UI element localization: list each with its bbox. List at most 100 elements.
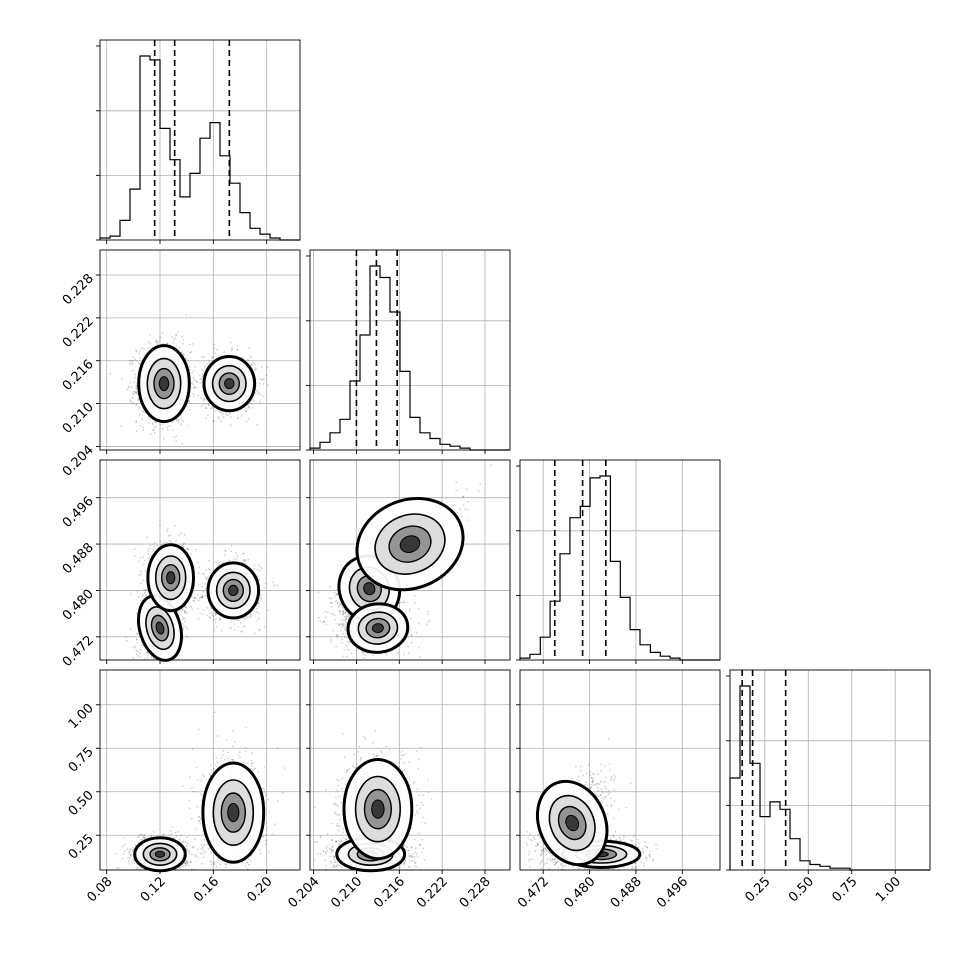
scatter-point bbox=[189, 351, 192, 354]
scatter-point bbox=[230, 550, 233, 553]
scatter-point bbox=[191, 382, 193, 384]
scatter-point bbox=[224, 554, 227, 557]
scatter-point bbox=[132, 381, 135, 384]
scatter-point bbox=[228, 559, 231, 562]
scatter-point bbox=[177, 421, 180, 423]
panel-frame-2-0 bbox=[99, 459, 301, 661]
scatter-point bbox=[249, 355, 251, 357]
scatter-point bbox=[266, 609, 269, 611]
scatter-point bbox=[181, 608, 184, 611]
scatter-point bbox=[259, 570, 261, 572]
scatter-point bbox=[147, 416, 150, 418]
scatter-point bbox=[266, 383, 269, 386]
scatter-point bbox=[187, 359, 189, 362]
scatter-point bbox=[247, 359, 250, 362]
scatter-point bbox=[186, 635, 189, 638]
scatter-point bbox=[137, 560, 140, 563]
scatter-point bbox=[185, 314, 187, 316]
scatter-point bbox=[192, 370, 195, 372]
scatter-point bbox=[175, 440, 178, 442]
scatter-point bbox=[135, 404, 138, 406]
scatter-point bbox=[205, 417, 208, 420]
scatter-point bbox=[137, 573, 140, 576]
scatter-point bbox=[189, 409, 191, 411]
scatter-point bbox=[185, 626, 188, 629]
scatter-point bbox=[134, 373, 137, 376]
scatter-point bbox=[329, 585, 331, 588]
scatter-point bbox=[220, 411, 223, 414]
scatter-point bbox=[241, 630, 243, 632]
scatter-point bbox=[163, 542, 166, 544]
scatter-point bbox=[236, 417, 239, 420]
scatter-point bbox=[189, 395, 192, 397]
scatter-point bbox=[144, 569, 147, 572]
scatter-point bbox=[252, 400, 255, 402]
scatter-point bbox=[135, 385, 138, 388]
scatter-point bbox=[137, 596, 140, 599]
scatter-point bbox=[183, 533, 186, 536]
scatter-point bbox=[153, 429, 155, 431]
scatter-point bbox=[129, 381, 132, 384]
scatter-point bbox=[239, 622, 242, 625]
scatter-point bbox=[109, 373, 112, 375]
scatter-point bbox=[217, 415, 220, 418]
scatter-point bbox=[200, 397, 202, 400]
scatter-point bbox=[182, 339, 185, 341]
scatter-point bbox=[259, 566, 262, 568]
scatter-point bbox=[255, 367, 257, 370]
scatter-point bbox=[143, 559, 146, 562]
scatter-point bbox=[153, 545, 156, 548]
scatter-point bbox=[189, 553, 192, 556]
scatter-point bbox=[188, 400, 191, 403]
scatter-point bbox=[234, 629, 237, 631]
scatter-point bbox=[206, 576, 209, 578]
scatter-point bbox=[163, 437, 166, 440]
scatter-point bbox=[245, 420, 248, 423]
scatter-point bbox=[251, 403, 254, 406]
scatter-point bbox=[213, 616, 215, 618]
scatter-point bbox=[325, 623, 328, 626]
scatter-point bbox=[207, 403, 210, 405]
panel-frame-1-0 bbox=[99, 249, 301, 451]
scatter-point bbox=[258, 578, 261, 581]
scatter-point bbox=[248, 347, 251, 349]
scatter-point bbox=[256, 619, 259, 622]
scatter-point bbox=[230, 545, 233, 547]
scatter-point bbox=[255, 610, 258, 613]
scatter-point bbox=[142, 579, 145, 582]
scatter-point bbox=[165, 342, 168, 345]
scatter-point bbox=[206, 578, 209, 581]
scatter-point bbox=[204, 583, 207, 586]
scatter-point bbox=[334, 618, 337, 621]
scatter-point bbox=[209, 572, 212, 575]
scatter-point bbox=[126, 388, 129, 391]
scatter-point bbox=[192, 393, 195, 395]
density-contour bbox=[166, 571, 176, 585]
scatter-point bbox=[206, 607, 209, 609]
scatter-point bbox=[132, 402, 135, 404]
scatter-point bbox=[142, 556, 145, 559]
scatter-point bbox=[249, 616, 252, 618]
scatter-point bbox=[138, 352, 140, 355]
scatter-point bbox=[263, 378, 266, 380]
scatter-point bbox=[197, 599, 200, 602]
scatter-point bbox=[160, 543, 162, 546]
scatter-point bbox=[211, 356, 214, 359]
scatter-point bbox=[341, 607, 344, 609]
scatter-point bbox=[182, 618, 185, 620]
scatter-point bbox=[207, 568, 210, 571]
scatter-point bbox=[224, 550, 227, 552]
scatter-point bbox=[210, 612, 213, 615]
scatter-point bbox=[186, 547, 189, 549]
scatter-point bbox=[259, 628, 261, 631]
scatter-point bbox=[259, 393, 262, 396]
scatter-point bbox=[189, 365, 192, 368]
scatter-point bbox=[129, 593, 132, 595]
scatter-point bbox=[148, 548, 151, 550]
scatter-point bbox=[142, 595, 145, 598]
scatter-point bbox=[146, 657, 149, 659]
scatter-point bbox=[187, 424, 190, 427]
scatter-point bbox=[245, 410, 247, 413]
scatter-point bbox=[194, 596, 197, 599]
scatter-point bbox=[161, 427, 164, 430]
